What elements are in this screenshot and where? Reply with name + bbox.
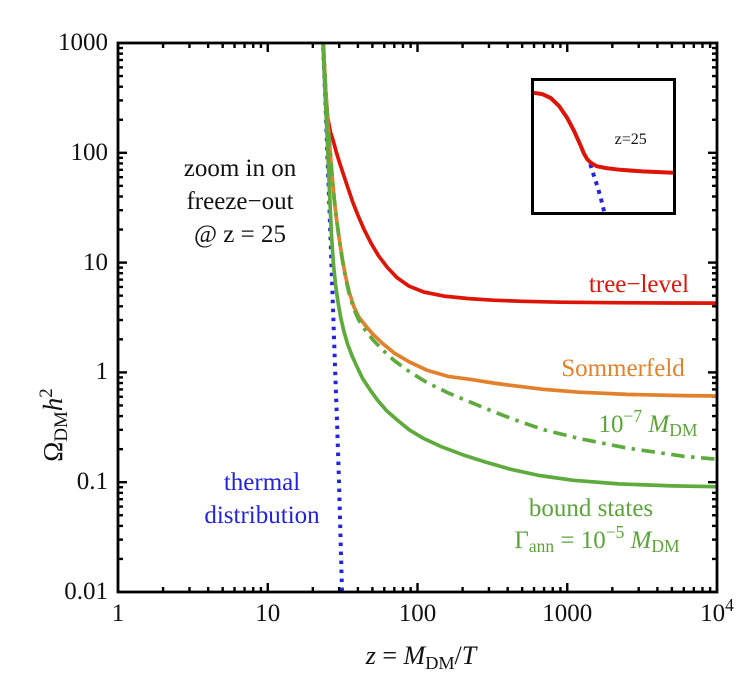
thermal-label-line-2: distribution: [204, 502, 320, 529]
inset-canvas: [534, 90, 673, 212]
thermal-label-line-1: thermal: [223, 469, 301, 496]
y-tick-label: 1: [95, 358, 109, 386]
y-tick-label: 0.01: [64, 578, 108, 605]
inset-z25-label: z=25: [614, 130, 647, 148]
bound-state-1e-7-label: 10−7 MDM: [598, 406, 698, 441]
y-tick-label: 100: [70, 138, 109, 166]
x-tick-label: 1000: [542, 600, 593, 627]
x-axis-title: z = MDM/T: [365, 641, 477, 673]
annotation-line-1: zoom in on: [183, 155, 297, 182]
annotation-line-2: freeze−out: [186, 188, 294, 215]
freeze-out-annotation: zoom in on freeze−out @ z = 25: [184, 152, 297, 251]
y-tick-label: 1000: [58, 29, 108, 56]
y-tick-label: 10: [83, 248, 108, 276]
freeze-out-inset-panel: z=25: [531, 78, 676, 215]
gamma-ann-label: Γann = 10−5 MDM: [514, 522, 680, 557]
annotation-line-3: @ z = 25: [194, 221, 286, 248]
x-tick-label: 10: [255, 600, 281, 627]
y-tick-label: 0.1: [76, 468, 108, 496]
bound-states-label: bound states: [528, 495, 654, 522]
tree-level-label: tree−level: [588, 271, 690, 298]
thermal-distribution-label: thermal distribution: [204, 466, 319, 532]
x-tick-label: 1: [111, 600, 125, 627]
sommerfeld-label: Sommerfeld: [561, 355, 685, 382]
x-tick-label: 100: [398, 600, 437, 627]
x-tick-label: 104: [700, 595, 734, 627]
